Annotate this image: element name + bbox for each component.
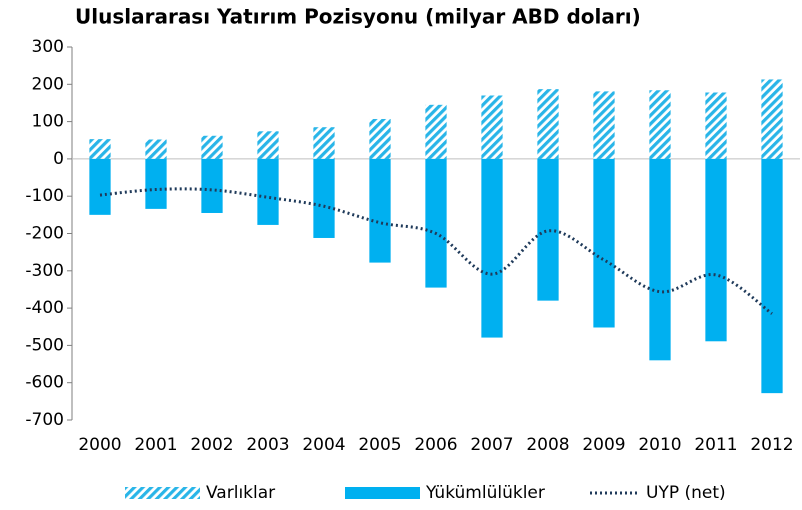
bar bbox=[145, 158, 167, 209]
bar bbox=[537, 89, 559, 159]
y-tick-label: 100 bbox=[32, 112, 64, 132]
x-tick-label: 2002 bbox=[190, 435, 233, 455]
bar bbox=[705, 158, 727, 342]
legend-label: Yükümlülükler bbox=[425, 483, 545, 503]
bar bbox=[89, 139, 111, 159]
bar bbox=[481, 158, 503, 338]
bar bbox=[201, 135, 223, 159]
x-tick-label: 2001 bbox=[134, 435, 177, 455]
bar bbox=[705, 92, 727, 159]
bar bbox=[649, 158, 671, 361]
y-tick-label: -600 bbox=[25, 373, 64, 393]
y-tick-label: -100 bbox=[25, 186, 64, 206]
bar bbox=[313, 127, 335, 159]
bar bbox=[257, 131, 279, 159]
bar bbox=[89, 158, 111, 215]
bar bbox=[369, 158, 391, 263]
x-tick-label: 2012 bbox=[750, 435, 793, 455]
x-tick-label: 2000 bbox=[78, 435, 121, 455]
chart-title: Uluslararası Yatırım Pozisyonu (milyar A… bbox=[75, 5, 641, 29]
bar bbox=[761, 79, 783, 159]
y-tick-label: 200 bbox=[32, 74, 64, 94]
y-tick-label: -700 bbox=[25, 410, 64, 430]
legend-swatch bbox=[345, 487, 420, 499]
y-tick-label: -500 bbox=[25, 335, 64, 355]
x-tick-label: 2004 bbox=[302, 435, 345, 455]
bar bbox=[481, 95, 503, 159]
y-tick-label: -400 bbox=[25, 298, 64, 318]
bar bbox=[761, 158, 783, 394]
bar bbox=[593, 91, 615, 159]
bar bbox=[369, 118, 391, 159]
y-tick-label: -300 bbox=[25, 261, 64, 281]
x-tick-label: 2006 bbox=[414, 435, 457, 455]
x-tick-label: 2011 bbox=[694, 435, 737, 455]
bar bbox=[537, 158, 559, 301]
x-tick-label: 2010 bbox=[638, 435, 681, 455]
line bbox=[99, 187, 773, 315]
bar bbox=[425, 158, 447, 288]
x-tick-label: 2008 bbox=[526, 435, 569, 455]
bar bbox=[649, 90, 671, 159]
bar bbox=[313, 158, 335, 238]
legend-swatch bbox=[125, 487, 200, 499]
bar bbox=[425, 104, 447, 159]
legend-label: UYP (net) bbox=[646, 483, 726, 503]
bar bbox=[593, 158, 615, 328]
y-tick-label: -200 bbox=[25, 224, 64, 244]
bar bbox=[201, 158, 223, 213]
y-tick-label: 300 bbox=[32, 37, 64, 57]
x-tick-label: 2005 bbox=[358, 435, 401, 455]
x-tick-label: 2007 bbox=[470, 435, 513, 455]
x-tick-label: 2009 bbox=[582, 435, 625, 455]
legend-label: Varlıklar bbox=[206, 483, 275, 503]
bar bbox=[257, 158, 279, 225]
x-tick-label: 2003 bbox=[246, 435, 289, 455]
bar bbox=[145, 139, 167, 159]
y-tick-label: 0 bbox=[53, 149, 64, 169]
